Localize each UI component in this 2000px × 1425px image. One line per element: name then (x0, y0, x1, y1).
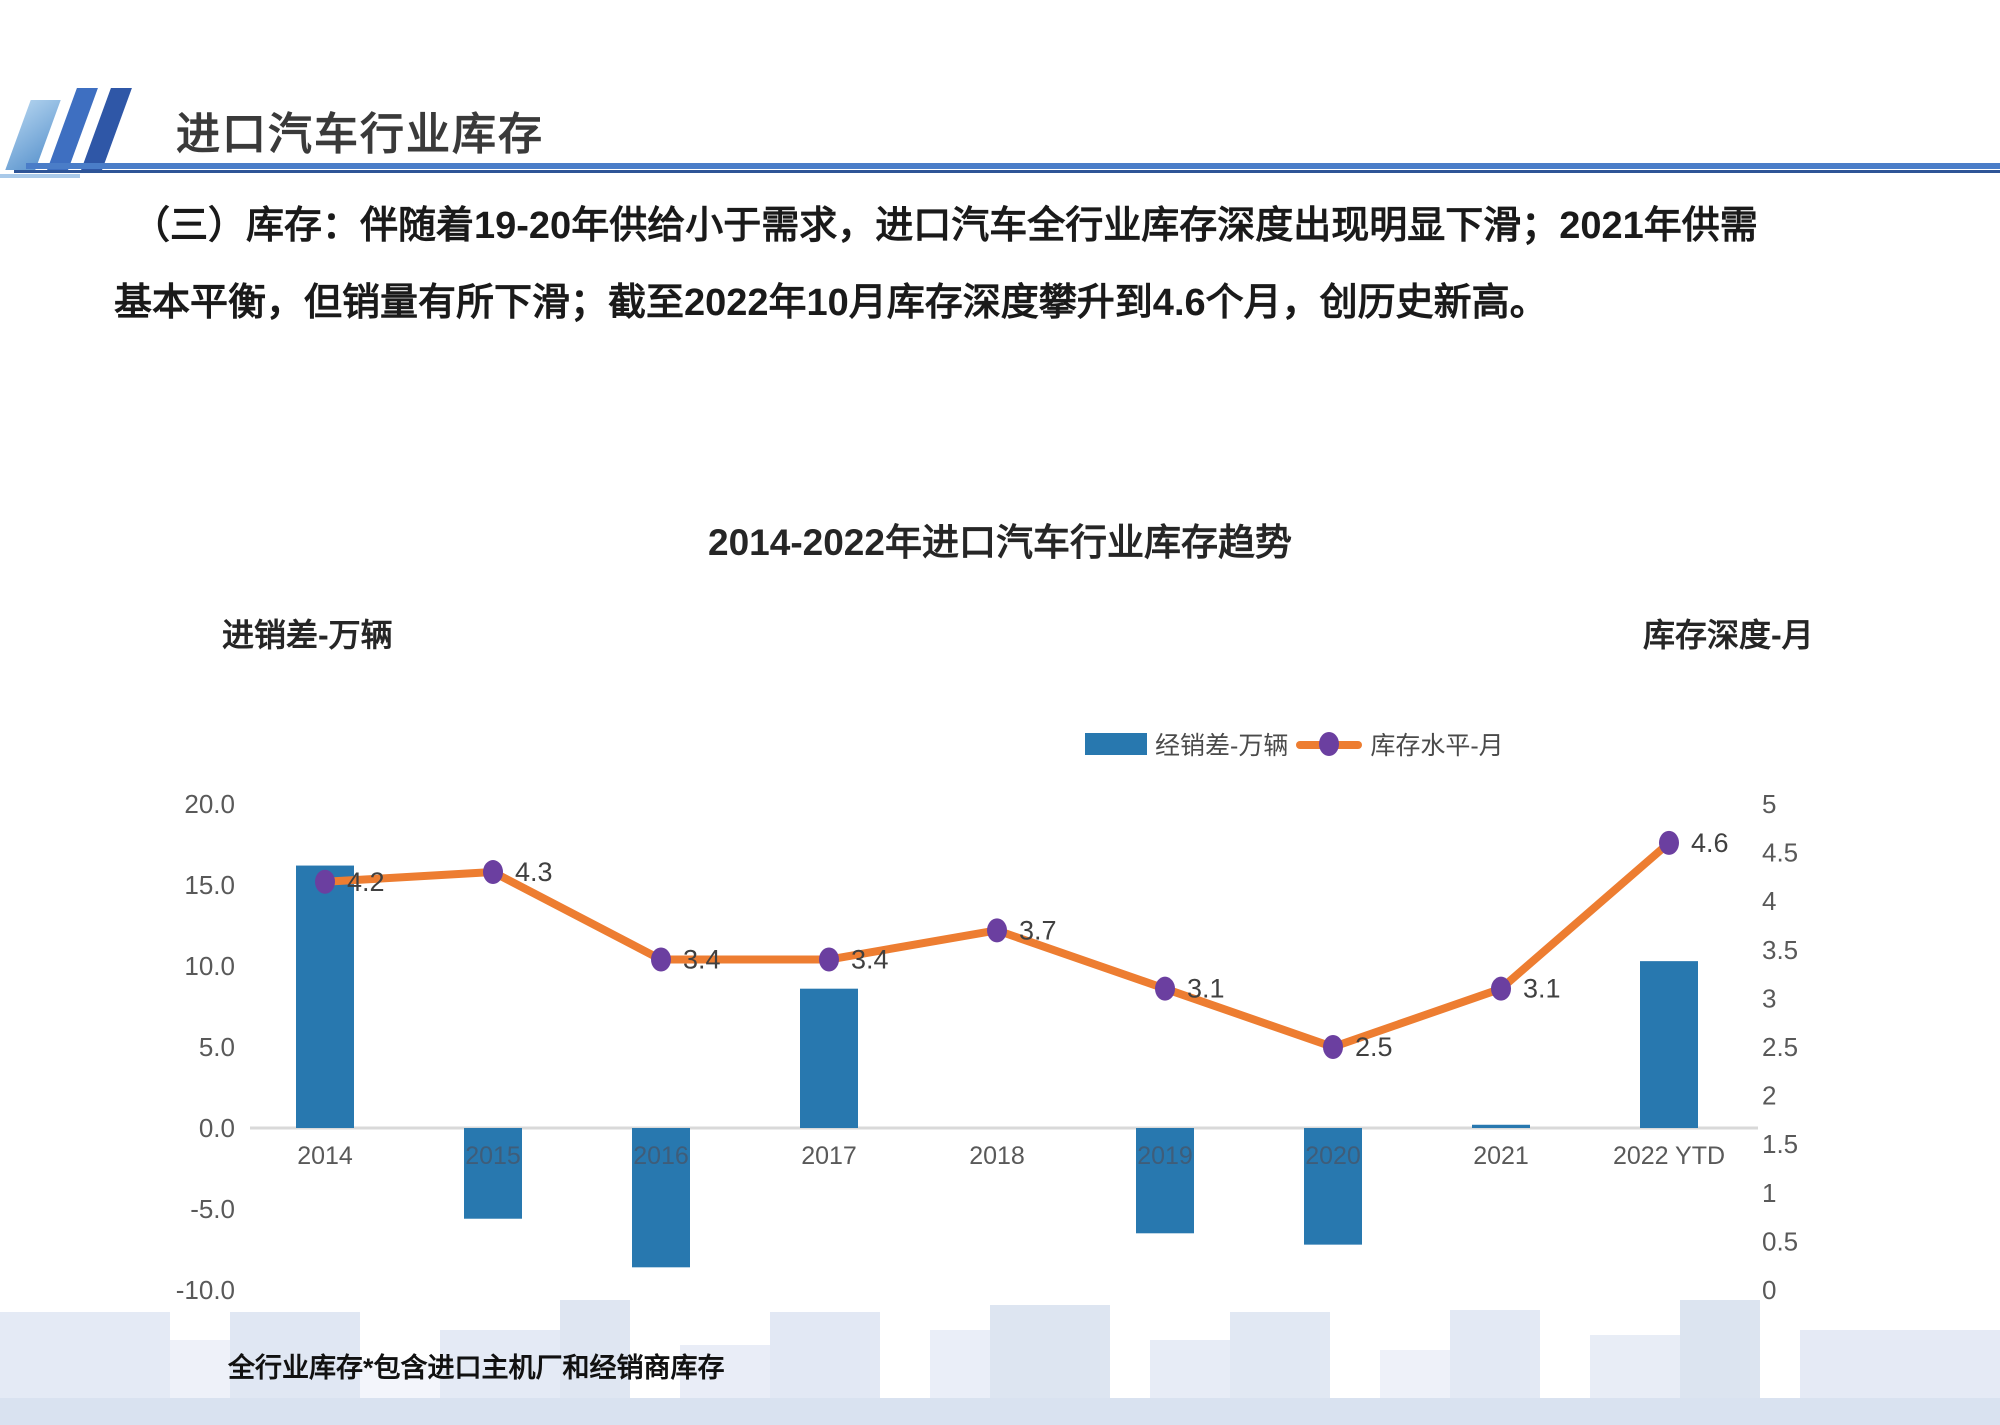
value-label-2015: 4.3 (515, 857, 553, 887)
right-axis-tick: 4 (1762, 886, 1776, 916)
chart-legend: 经销差-万辆 库存水平-月 (1085, 726, 1504, 762)
left-axis-tick: 0.0 (199, 1113, 235, 1143)
header-rule-light (0, 174, 80, 178)
bar-2017 (800, 988, 858, 1128)
header-rule (26, 163, 2000, 169)
x-axis-label-2020: 2020 (1305, 1142, 1361, 1170)
value-label-2016: 3.4 (683, 945, 721, 975)
right-axis-tick: 1 (1762, 1178, 1776, 1208)
left-axis-tick: 5.0 (199, 1032, 235, 1062)
marker-2015 (483, 860, 503, 885)
x-axis-label-2014: 2014 (297, 1142, 353, 1170)
bar-2014 (296, 865, 354, 1128)
bar-2016 (632, 1128, 690, 1268)
chart-title: 2014-2022年进口汽车行业库存趋势 (708, 522, 1292, 563)
header-slash-decoration (5, 86, 146, 172)
right-axis-tick: 3 (1762, 983, 1776, 1013)
left-axis-tick: 10.0 (184, 951, 235, 981)
right-axis-tick: 2.5 (1762, 1032, 1798, 1062)
marker-2017 (819, 947, 839, 972)
marker-2018 (987, 918, 1007, 943)
x-axis-label-2016: 2016 (633, 1142, 689, 1170)
page-title: 进口汽车行业库存 (176, 110, 544, 159)
x-axis-label-2021: 2021 (1473, 1142, 1529, 1170)
intro-line-1: （三）库存：伴随着19-20年供给小于需求，进口汽车全行业库存深度出现明显下滑；… (132, 205, 1758, 247)
left-axis-tick: -10.0 (176, 1275, 235, 1305)
legend-line-label: 库存水平-月 (1370, 732, 1504, 760)
marker-2019 (1155, 976, 1175, 1001)
left-axis-tick: -5.0 (190, 1194, 235, 1224)
value-label-2021: 3.1 (1523, 974, 1561, 1004)
left-axis-tick: 20.0 (184, 789, 235, 819)
right-axis-tick: 5 (1762, 789, 1776, 819)
bar-2022 YTD (1640, 961, 1698, 1128)
value-label-2018: 3.7 (1019, 915, 1057, 945)
x-axis-label-2017: 2017 (801, 1142, 857, 1170)
value-label-2022 YTD: 4.6 (1691, 828, 1729, 858)
legend-line-marker-icon (1319, 732, 1340, 756)
value-label-2014: 4.2 (347, 867, 385, 897)
bar-2020 (1304, 1128, 1362, 1245)
right-axis-tick: 3.5 (1762, 935, 1798, 965)
intro-line-2: 基本平衡，但销量有所下滑；截至2022年10月库存深度攀升到4.6个月，创历史新… (114, 282, 1548, 324)
right-axis-tick: 4.5 (1762, 838, 1798, 868)
bar-2015 (464, 1128, 522, 1219)
chart-footnote: 全行业库存*包含进口主机厂和经销商库存 (228, 1353, 725, 1383)
x-axis-label-2015: 2015 (465, 1142, 521, 1170)
right-axis-tick: 1.5 (1762, 1129, 1798, 1159)
left-axis-tick: 15.0 (184, 870, 235, 900)
value-label-2019: 3.1 (1187, 974, 1225, 1004)
value-label-2020: 2.5 (1355, 1032, 1393, 1062)
right-axis-title: 库存深度-月 (1643, 617, 1814, 653)
trend-chart-svg: 20.0 15.0 10.0 5.0 0.0 -5.0 -10.0 5 4.5 4 3.5 3 2.5 2… (176, 789, 1798, 1305)
x-axis-label-2018: 2018 (969, 1142, 1025, 1170)
header-rule-dark (14, 170, 2000, 173)
inventory-trend-chart: 20.0 15.0 10.0 5.0 0.0 -5.0 -10.0 5 4.5 4 3.5 3 2.5 2… (150, 760, 1850, 1340)
right-axis-tick: 0 (1762, 1275, 1776, 1305)
bar-2021 (1472, 1124, 1530, 1128)
x-axis-label-2022 YTD: 2022 YTD (1613, 1142, 1725, 1170)
right-axis-tick: 0.5 (1762, 1226, 1798, 1256)
bar-2019 (1136, 1128, 1194, 1234)
value-label-2017: 3.4 (851, 945, 889, 975)
marker-2016 (651, 947, 671, 972)
marker-2022 YTD (1659, 830, 1679, 855)
marker-2020 (1323, 1035, 1343, 1059)
marker-2014 (315, 869, 335, 894)
intro-paragraph: （三）库存：伴随着19-20年供给小于需求，进口汽车全行业库存深度出现明显下滑；… (114, 188, 1758, 342)
legend-line-swatch (1296, 731, 1363, 757)
marker-2021 (1491, 976, 1511, 1001)
x-axis-label-2019: 2019 (1137, 1142, 1193, 1170)
right-axis-tick: 2 (1762, 1081, 1776, 1111)
legend-bar-label: 经销差-万辆 (1155, 732, 1289, 760)
left-axis-title: 进销差-万辆 (222, 617, 393, 653)
legend-bar-swatch (1085, 733, 1147, 755)
